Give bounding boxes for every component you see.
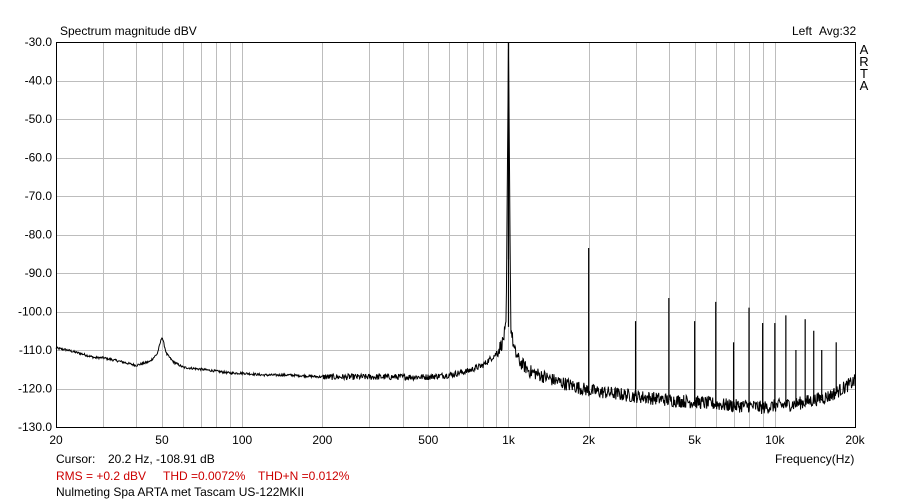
y-tick-label: -70.0: [25, 189, 53, 203]
brand-letter: T: [860, 66, 868, 81]
y-tick-label: -40.0: [25, 74, 53, 88]
y-tick-label: -80.0: [25, 228, 53, 242]
tick-labels: -130.0 -120.0 -110.0 -100.0 -90.0 -80.0 -70.0 -…: [18, 35, 866, 447]
averaging-label: Avg:32: [819, 24, 857, 38]
thd-readout: THD =0.0072%: [163, 469, 246, 483]
x-tick-label: 2k: [582, 433, 596, 447]
y-tick-label: -90.0: [25, 266, 53, 280]
x-tick-label: 50: [155, 433, 169, 447]
x-axis-label: Frequency(Hz): [775, 452, 855, 466]
x-tick-label: 10k: [765, 433, 785, 447]
x-tick-label: 1k: [502, 433, 516, 447]
x-tick-label: 200: [312, 433, 332, 447]
series-layer: [55, 42, 856, 415]
y-tick-label: -30.0: [25, 35, 53, 49]
caption: Nulmeting Spa ARTA met Tascam US-122MKII: [56, 485, 305, 499]
x-tick-label: 100: [232, 433, 252, 447]
brand-letter: A: [859, 42, 869, 57]
y-tick-label: -50.0: [25, 112, 53, 126]
x-tick-label: 20k: [845, 433, 865, 447]
y-tick-label: -100.0: [18, 305, 52, 319]
cursor-value: 20.2 Hz, -108.91 dB: [108, 452, 215, 466]
spectrum-line: [55, 49, 856, 415]
y-tick-label: -120.0: [18, 382, 52, 396]
y-tick-label: -130.0: [18, 420, 52, 434]
brand-letter: R: [859, 54, 869, 69]
channel-label: Left: [792, 24, 813, 38]
x-tick-label: 500: [418, 433, 438, 447]
x-tick-label: 5k: [688, 433, 702, 447]
thdn-readout: THD+N =0.012%: [258, 469, 350, 483]
chart-title: Spectrum magnitude dBV: [60, 24, 197, 38]
plot-frame: [56, 42, 856, 428]
rms-readout: RMS = +0.2 dBV: [56, 469, 147, 483]
y-tick-label: -60.0: [25, 151, 53, 165]
plot-area-background: [56, 42, 855, 427]
y-tick-label: -110.0: [19, 343, 52, 357]
cursor-label: Cursor:: [56, 452, 96, 466]
x-tick-label: 20: [49, 433, 63, 447]
brand-letter: A: [859, 78, 869, 93]
